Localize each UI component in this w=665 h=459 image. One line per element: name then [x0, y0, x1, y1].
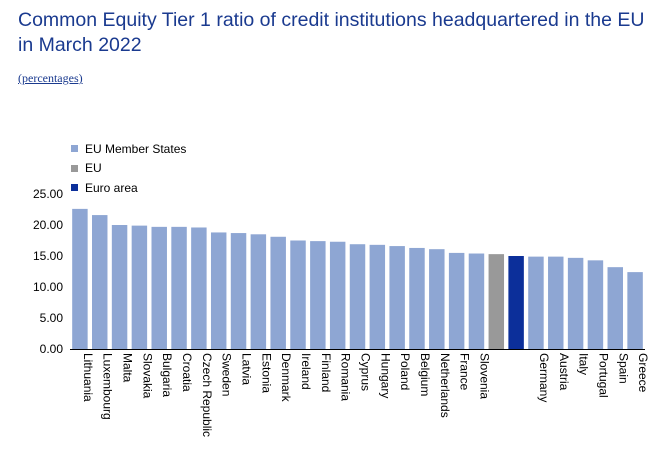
x-tick-label: Slovakia	[140, 353, 154, 399]
bar	[627, 272, 643, 349]
bar	[191, 227, 207, 349]
x-tick-label: Portugal	[596, 353, 610, 398]
chart-title: Common Equity Tier 1 ratio of credit ins…	[18, 9, 645, 56]
chart-legend: EU Member States EU Euro area	[71, 139, 186, 198]
bar	[409, 247, 425, 349]
x-tick-label: Lithuania	[81, 353, 95, 402]
legend-item-euro-area: Euro area	[71, 178, 186, 198]
y-tick-label: 15.00	[33, 249, 63, 263]
x-tick-label: Bulgaria	[160, 353, 174, 397]
bar	[587, 260, 604, 349]
bar	[151, 226, 167, 349]
x-tick-label: Luxembourg	[101, 353, 115, 420]
bar	[230, 233, 247, 349]
bar	[310, 241, 326, 349]
x-tick-label: Denmark	[279, 353, 293, 403]
x-tick-label: Estonia	[259, 353, 273, 393]
bar	[131, 225, 148, 349]
bar	[528, 256, 544, 349]
bar	[250, 234, 267, 349]
y-tick-label: 0.00	[40, 342, 64, 356]
x-tick-label: Romania	[339, 353, 353, 401]
bar	[468, 253, 485, 349]
bar	[389, 246, 405, 349]
legend-label-euro-area: Euro area	[85, 180, 138, 195]
bar	[290, 240, 306, 349]
bar	[508, 256, 524, 349]
x-tick-label: Slovenia	[477, 353, 491, 399]
x-tick-label: Austria	[557, 353, 571, 391]
x-tick-label: Spain	[616, 353, 630, 384]
x-tick-label: Germany	[537, 353, 551, 402]
x-tick-label: Croatia	[180, 353, 194, 392]
x-tick-label: France	[458, 353, 472, 391]
bar	[369, 244, 386, 349]
bar	[210, 232, 227, 349]
legend-item-member-states: EU Member States	[71, 139, 186, 159]
legend-swatch-euro-area	[71, 184, 78, 192]
bar	[329, 241, 346, 349]
legend-swatch-eu	[71, 164, 78, 172]
y-tick-label: 10.00	[33, 280, 63, 294]
legend-label-eu: EU	[85, 161, 102, 176]
bar	[488, 254, 505, 349]
x-tick-label: Ireland	[299, 353, 313, 390]
legend-swatch-member-states	[71, 145, 78, 153]
y-tick-label: 5.00	[40, 311, 64, 325]
bar	[429, 249, 445, 349]
x-tick-label: Belgium	[418, 353, 432, 396]
x-tick-label: Poland	[398, 353, 412, 390]
bar	[567, 257, 584, 349]
legend-label-member-states: EU Member States	[85, 141, 187, 156]
x-tick-label: Finland	[319, 353, 333, 392]
bar	[171, 226, 187, 349]
x-tick-label: Czech Republic	[200, 353, 214, 437]
y-tick-label: 20.00	[33, 218, 63, 232]
x-tick-label: Hungary	[378, 353, 392, 398]
bar	[548, 256, 564, 349]
x-tick-label: Cyprus	[359, 353, 373, 391]
legend-item-eu: EU	[71, 159, 186, 179]
bar	[448, 252, 465, 349]
bar	[349, 244, 366, 349]
x-tick-label: Malta	[121, 353, 135, 383]
bar	[270, 236, 286, 349]
x-tick-label: Sweden	[220, 353, 234, 396]
chart-subtitle: (percentages)	[18, 71, 83, 85]
y-tick-label: 25.00	[33, 187, 63, 201]
bar	[72, 208, 88, 349]
bar	[111, 225, 128, 349]
x-tick-label: Netherlands	[438, 353, 452, 418]
x-tick-label: Italy	[577, 353, 591, 375]
bar	[92, 215, 108, 349]
x-tick-label: Latvia	[240, 353, 254, 385]
bar	[607, 267, 623, 349]
x-tick-label: Greece	[636, 353, 650, 393]
